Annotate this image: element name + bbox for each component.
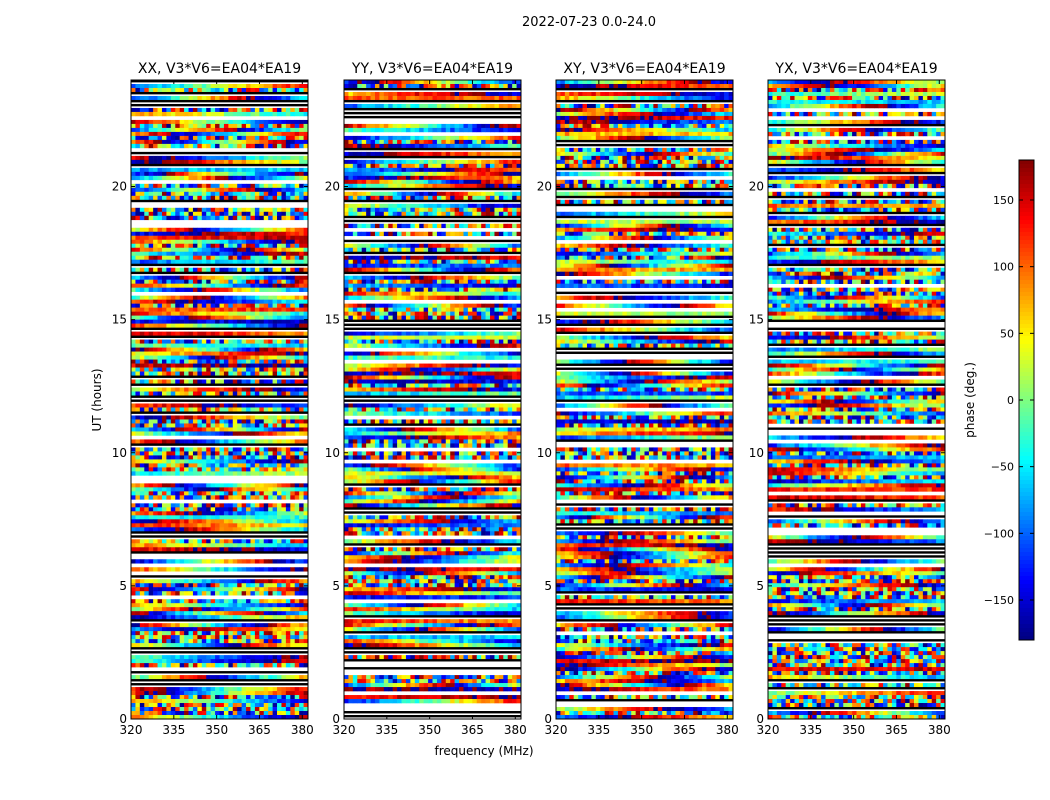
y-axis-label: UT (hours) xyxy=(90,368,104,431)
panel-title: YX, V3*V6=EA04*EA19 xyxy=(774,61,937,77)
x-tick-label: 365 xyxy=(885,723,908,737)
x-tick-label: 380 xyxy=(504,723,527,737)
phase-heatmap-yx xyxy=(768,80,946,720)
y-tick-label: 0 xyxy=(119,712,127,726)
y-tick-label: 0 xyxy=(544,712,552,726)
panel-xy: XY, V3*V6=EA04*EA19 320 335 350 365 380 0 5 10 15… xyxy=(537,61,739,737)
colorbar: −150 −100 −50 0 50 100 150 xyxy=(984,159,1035,641)
x-tick-label: 380 xyxy=(928,723,951,737)
phase-heatmap-yy xyxy=(344,80,522,718)
axes-frame xyxy=(130,79,309,720)
x-tick-label: 365 xyxy=(248,723,271,737)
x-tick-label: 335 xyxy=(162,723,185,737)
y-tick-label: 5 xyxy=(756,579,764,593)
y-tick-label: 10 xyxy=(112,446,127,460)
y-tick-label: 20 xyxy=(749,180,764,194)
x-tick-label: 350 xyxy=(842,723,865,737)
y-tick-label: 15 xyxy=(749,313,764,327)
x-tick-label: 335 xyxy=(799,723,822,737)
colorbar-tick-label: −150 xyxy=(984,594,1014,607)
x-tick-label: 350 xyxy=(418,723,441,737)
colorbar-tick-label: −100 xyxy=(984,527,1014,540)
panel-xx: XX, V3*V6=EA04*EA19 320 335 350 365 380 0 5 10 15… xyxy=(112,61,314,737)
colorbar-tick-label: 50 xyxy=(1000,327,1014,340)
x-tick-label: 335 xyxy=(375,723,398,737)
y-tick-label: 10 xyxy=(749,446,764,460)
axes-frame xyxy=(767,79,946,720)
y-tick-label: 10 xyxy=(325,446,340,460)
x-tick-label: 335 xyxy=(587,723,610,737)
axes-frame xyxy=(555,79,734,720)
colorbar-tick-label: 0 xyxy=(1007,394,1014,407)
x-tick-label: 320 xyxy=(333,723,356,737)
panel-yy: YY, V3*V6=EA04*EA19 320 335 350 365 380 0 5 10 15… xyxy=(325,61,527,737)
panel-title: XY, V3*V6=EA04*EA19 xyxy=(563,61,725,77)
phase-heatmap-xx xyxy=(131,80,309,720)
colorbar-tick-label: 100 xyxy=(993,261,1014,274)
y-tick-label: 0 xyxy=(756,712,764,726)
axes-frame xyxy=(343,79,522,720)
y-tick-label: 20 xyxy=(112,180,127,194)
phase-heatmap-xy xyxy=(556,80,734,720)
colorbar-tick-label: −50 xyxy=(991,461,1014,474)
x-tick-label: 380 xyxy=(291,723,314,737)
colorbar-label: phase (deg.) xyxy=(963,362,977,438)
y-tick-label: 15 xyxy=(112,313,127,327)
x-tick-label: 320 xyxy=(757,723,780,737)
y-tick-label: 5 xyxy=(332,579,340,593)
x-tick-label: 380 xyxy=(716,723,739,737)
y-tick-label: 5 xyxy=(119,579,127,593)
y-tick-label: 0 xyxy=(332,712,340,726)
y-tick-label: 20 xyxy=(325,180,340,194)
x-tick-label: 320 xyxy=(120,723,143,737)
panels-group: XX, V3*V6=EA04*EA19 320 335 350 365 380 0 5 10 15… xyxy=(112,61,951,737)
x-tick-label: 365 xyxy=(461,723,484,737)
colorbar-tick-label: 150 xyxy=(993,194,1014,207)
y-tick-label: 15 xyxy=(325,313,340,327)
y-tick-label: 5 xyxy=(544,579,552,593)
x-axis-label: frequency (MHz) xyxy=(434,744,533,758)
figure-title: 2022-07-23 0.0-24.0 xyxy=(522,15,656,30)
x-tick-label: 350 xyxy=(630,723,653,737)
y-tick-label: 10 xyxy=(537,446,552,460)
x-tick-label: 350 xyxy=(205,723,228,737)
y-tick-label: 15 xyxy=(537,313,552,327)
y-tick-label: 20 xyxy=(537,180,552,194)
x-tick-label: 320 xyxy=(545,723,568,737)
x-tick-label: 365 xyxy=(673,723,696,737)
colorbar-gradient xyxy=(1019,160,1034,641)
panel-title: YY, V3*V6=EA04*EA19 xyxy=(351,61,513,77)
panel-yx: YX, V3*V6=EA04*EA19 320 335 350 365 380 0 5 10 15… xyxy=(749,61,951,737)
panel-title: XX, V3*V6=EA04*EA19 xyxy=(138,61,301,77)
